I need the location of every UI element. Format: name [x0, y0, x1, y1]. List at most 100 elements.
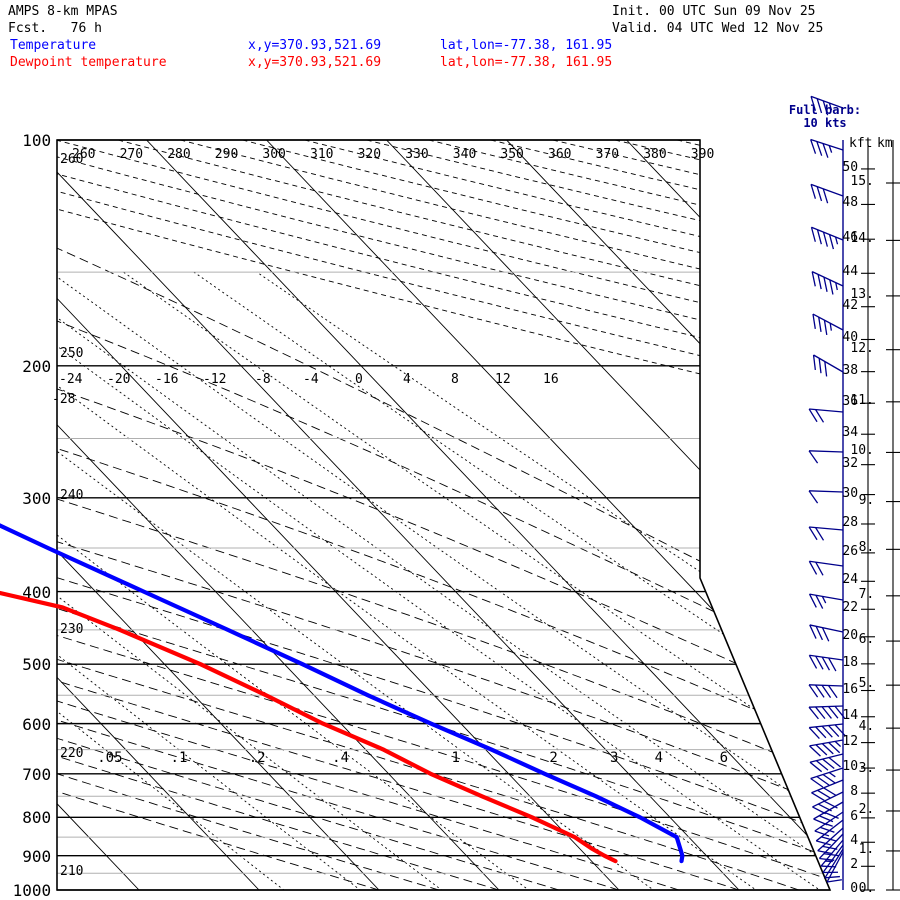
mx-label: 4: [654, 750, 664, 767]
hgt-label: 50: [842, 159, 859, 175]
hgt-label: 22: [842, 600, 859, 616]
mx-label: 2: [549, 750, 558, 767]
th-label: 210: [60, 864, 84, 879]
p-label: 600: [22, 714, 52, 734]
th-label: 370: [595, 147, 620, 162]
dewpoint-latlon: lat,lon=-77.38, 161.95: [440, 55, 613, 70]
km-axis-title: km: [877, 136, 893, 151]
km-ticks: [886, 182, 900, 891]
hgt-label: 46: [842, 230, 859, 246]
th-label: 380: [643, 147, 667, 162]
hgt-label: 14: [842, 707, 859, 723]
mx-label: 6: [719, 750, 729, 767]
th-label: 390: [690, 147, 715, 162]
full-barb-line1: Full barb:: [788, 103, 862, 117]
hgt-label: 7.: [858, 586, 875, 602]
temperature-latlon: lat,lon=-77.38, 161.95: [440, 38, 613, 53]
th-label: 320: [357, 147, 382, 162]
tk-label: 4: [403, 371, 411, 387]
p-label: 800: [22, 808, 52, 828]
dewpoint-xy: x,y=370.93,521.69: [248, 55, 382, 70]
kft-ticks: [861, 168, 875, 891]
th-label: -28: [52, 392, 76, 407]
hgt-label: 14.: [850, 231, 874, 247]
hgt-label: 12.: [850, 340, 874, 356]
th-label: 220: [60, 746, 84, 761]
hgt-label: 6.: [858, 632, 875, 648]
temperature-trace: [0, 523, 685, 864]
hgt-label: 0: [850, 881, 859, 896]
th-label: 360: [548, 147, 572, 162]
minor-isobars: [57, 271, 824, 874]
p-label: 400: [22, 582, 52, 602]
dewpoint-legend-label: Dewpoint temperature: [10, 55, 167, 70]
forecast-hour: Fcst. 76 h: [8, 21, 102, 36]
tk-label: 16: [543, 371, 559, 387]
hgt-label: 2.: [858, 801, 875, 817]
tk-label: 12: [495, 371, 511, 387]
th-label: 290: [214, 147, 239, 162]
th-label: 310: [310, 147, 334, 162]
hgt-label: 48: [842, 195, 859, 211]
hgt-label: 38: [842, 362, 859, 378]
hgt-label: 24: [842, 572, 859, 588]
hgt-label: 32: [842, 455, 859, 471]
hgt-label: 9.: [858, 492, 875, 508]
th-label: 260: [60, 152, 84, 167]
tk-label: 8: [451, 371, 459, 387]
th-label: 230: [60, 622, 84, 637]
hgt-label: 12: [842, 733, 859, 749]
th-label: 350: [500, 147, 524, 162]
tk-label: -4: [303, 371, 319, 387]
mx-label: .4: [332, 750, 350, 767]
hgt-label: 44: [842, 264, 859, 280]
tk-label: -24: [59, 371, 83, 387]
th-label: 250: [60, 346, 84, 361]
hgt-label: 40: [842, 330, 859, 346]
th-label: 300: [262, 147, 286, 162]
hgt-label: 26: [842, 543, 859, 559]
mx-label: .2: [248, 750, 266, 767]
hgt-label: 2: [850, 857, 859, 873]
full-barb-legend: Full barb: 10 kts: [765, 104, 885, 130]
temperature-xy: x,y=370.93,521.69: [248, 38, 382, 53]
mx-label: 3: [610, 750, 619, 767]
hgt-label: 11.: [850, 392, 874, 408]
hgt-label: 20: [842, 627, 859, 643]
init-time: Init. 00 UTC Sun 09 Nov 25: [612, 4, 816, 19]
skewt-gridlines: [57, 140, 830, 890]
hgt-label: 28: [842, 514, 859, 530]
model-title: AMPS 8-km MPAS: [8, 4, 118, 19]
major-isobars: [57, 139, 830, 891]
hgt-label: 16: [842, 681, 859, 697]
hgt-label: 10: [842, 759, 859, 775]
dewpoint-trace: [0, 590, 618, 864]
p-label: 1000: [12, 881, 52, 900]
hgt-label: 36: [842, 394, 859, 410]
th-label: 340: [452, 147, 477, 162]
mx-label: .1: [170, 750, 188, 767]
p-label: 100: [22, 131, 52, 150]
mx-label: .05: [97, 750, 123, 767]
tk-label: -8: [255, 371, 271, 387]
valid-time: Valid. 04 UTC Wed 12 Nov 25: [612, 21, 824, 36]
temperature-legend-label: Temperature: [10, 38, 97, 53]
th-label: 260: [72, 147, 96, 162]
hgt-label: 6: [850, 808, 859, 824]
tk-label: -20: [107, 371, 131, 387]
th-label: 240: [60, 488, 84, 503]
hgt-label: 10.: [850, 443, 874, 459]
hgt-label: 0.: [858, 881, 875, 896]
hgt-label: 4.: [858, 719, 875, 735]
hgt-label: 4: [850, 833, 859, 849]
p-label: 500: [22, 655, 52, 675]
hgt-label: 13.: [850, 286, 874, 302]
hgt-label: 8.: [858, 540, 875, 556]
wind-barbs: [808, 95, 846, 883]
hgt-label: 18: [842, 654, 859, 670]
hgt-label: 5.: [858, 676, 875, 692]
tk-label: -16: [155, 371, 179, 387]
th-label: 280: [167, 147, 191, 162]
tk-label: -12: [203, 371, 227, 387]
